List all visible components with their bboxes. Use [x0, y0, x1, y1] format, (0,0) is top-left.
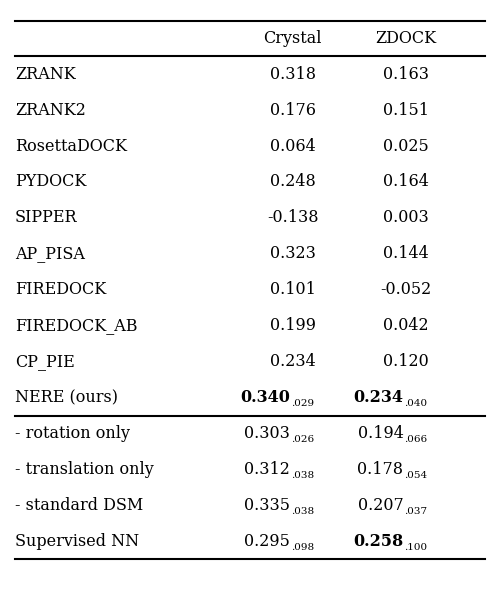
Text: 0.340: 0.340 — [241, 389, 290, 406]
Text: PYDOCK: PYDOCK — [15, 173, 86, 190]
Text: - translation only: - translation only — [15, 461, 154, 478]
Text: 0.176: 0.176 — [270, 101, 316, 118]
Text: 0.178: 0.178 — [358, 461, 403, 478]
Text: 0.025: 0.025 — [383, 138, 429, 155]
Text: - standard DSM: - standard DSM — [15, 497, 143, 514]
Text: 0.295: 0.295 — [245, 533, 290, 550]
Text: .098: .098 — [291, 543, 314, 552]
Text: -0.052: -0.052 — [380, 281, 431, 298]
Text: ZRANK2: ZRANK2 — [15, 101, 86, 118]
Text: - rotation only: - rotation only — [15, 425, 130, 442]
Text: 0.151: 0.151 — [383, 101, 429, 118]
Text: SIPPER: SIPPER — [15, 210, 77, 226]
Text: 0.335: 0.335 — [245, 497, 290, 514]
Text: 0.312: 0.312 — [245, 461, 290, 478]
Text: -0.138: -0.138 — [267, 210, 318, 226]
Text: AP_PISA: AP_PISA — [15, 245, 85, 262]
Text: .026: .026 — [291, 435, 314, 444]
Text: Crystal: Crystal — [264, 30, 322, 47]
Text: 0.144: 0.144 — [383, 245, 429, 262]
Text: 0.303: 0.303 — [245, 425, 290, 442]
Text: 0.199: 0.199 — [270, 317, 316, 334]
Text: 0.207: 0.207 — [358, 497, 403, 514]
Text: 0.258: 0.258 — [353, 533, 403, 550]
Text: 0.323: 0.323 — [270, 245, 316, 262]
Text: 0.234: 0.234 — [353, 389, 403, 406]
Text: 0.003: 0.003 — [383, 210, 429, 226]
Text: .037: .037 — [404, 507, 428, 516]
Text: 0.248: 0.248 — [270, 173, 315, 190]
Text: 0.064: 0.064 — [270, 138, 315, 155]
Text: .038: .038 — [291, 471, 314, 480]
Text: 0.101: 0.101 — [270, 281, 316, 298]
Text: 0.042: 0.042 — [383, 317, 429, 334]
Text: 0.163: 0.163 — [383, 66, 429, 83]
Text: CP_PIE: CP_PIE — [15, 353, 74, 370]
Text: 0.194: 0.194 — [358, 425, 403, 442]
Text: .040: .040 — [404, 399, 428, 408]
Text: 0.234: 0.234 — [270, 353, 315, 370]
Text: NERE (ours): NERE (ours) — [15, 389, 118, 406]
Text: ZRANK: ZRANK — [15, 66, 75, 83]
Text: .054: .054 — [404, 471, 428, 480]
Text: .100: .100 — [404, 543, 428, 552]
Text: ZDOCK: ZDOCK — [375, 30, 436, 47]
Text: .066: .066 — [404, 435, 428, 444]
Text: 0.164: 0.164 — [383, 173, 429, 190]
Text: 0.120: 0.120 — [383, 353, 429, 370]
Text: Supervised NN: Supervised NN — [15, 533, 139, 550]
Text: FIREDOCK: FIREDOCK — [15, 281, 106, 298]
Text: RosettaDOCK: RosettaDOCK — [15, 138, 127, 155]
Text: .038: .038 — [291, 507, 314, 516]
Text: .029: .029 — [291, 399, 314, 408]
Text: FIREDOCK_AB: FIREDOCK_AB — [15, 317, 137, 334]
Text: 0.318: 0.318 — [270, 66, 316, 83]
